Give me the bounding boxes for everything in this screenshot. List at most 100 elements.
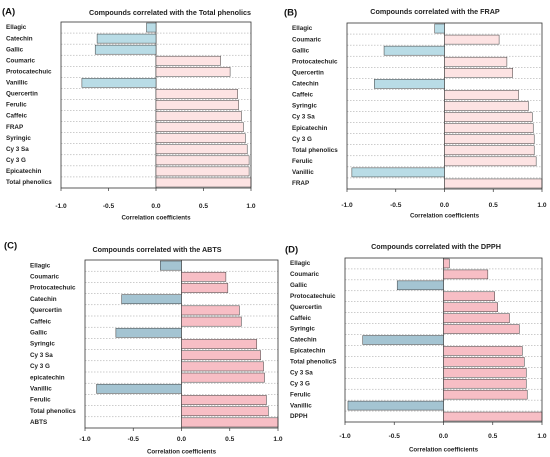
category-label: Ellagic	[290, 260, 311, 267]
bar-total-phenolics	[181, 406, 269, 417]
category-label: Syringic	[292, 103, 317, 110]
category-label: Gallic	[6, 46, 24, 53]
category-label: Ferulic	[292, 158, 313, 165]
bar-caffeic	[444, 90, 519, 100]
bar-catechin	[96, 33, 157, 44]
bar-ferulic	[155, 100, 239, 110]
panel-label: (B)	[284, 8, 297, 19]
category-label: epicatechin	[30, 374, 65, 381]
category-label: Protocatechuic	[290, 293, 336, 300]
bar-caffeic	[155, 111, 242, 121]
category-label: Vanillic	[292, 169, 314, 176]
category-label: Ferulic	[6, 102, 27, 109]
panel-title: Compounds correlated with the DPPH	[371, 242, 501, 251]
bar-protocatechuic	[444, 56, 508, 67]
bar-quercertin	[155, 89, 238, 99]
category-label: Vanillic	[30, 385, 52, 392]
bar-epicatechin	[443, 346, 523, 356]
x-tick-label: 1.0	[537, 202, 546, 209]
x-tick-label: 0.5	[488, 433, 497, 440]
bar-catechin	[362, 335, 444, 345]
category-label: Coumaric	[30, 273, 60, 280]
bar-total-phenolics	[443, 357, 525, 367]
x-axis-title: Correlation coefficients	[410, 213, 480, 220]
x-tick-label: -1.0	[55, 203, 67, 210]
bar-coumaric	[155, 55, 221, 66]
bar-ellagic	[160, 260, 182, 271]
category-label: Gallic	[30, 329, 48, 336]
category-label: Catechin	[30, 296, 57, 303]
bar-dpph	[443, 411, 543, 422]
category-label: Total phenolicS	[290, 359, 336, 366]
bar-quercertin	[444, 68, 513, 78]
category-label: Quercertin	[290, 304, 322, 311]
category-label: FRAP	[292, 180, 309, 187]
bar-cy-3-g	[443, 379, 527, 389]
bar-ellagic	[434, 23, 445, 34]
category-label: Caffeic	[6, 113, 27, 120]
x-axis-title: Correlation coefficients	[121, 215, 191, 222]
category-label: Caffeic	[290, 315, 311, 322]
bar-ellagic	[443, 258, 450, 269]
panel-label: (D)	[285, 245, 298, 256]
bar-vanillic	[347, 400, 444, 411]
bar-protocatechuic	[155, 67, 231, 77]
category-label: Cy 3 G	[290, 380, 310, 387]
x-tick-label: 0.0	[439, 433, 448, 440]
x-tick-label: -0.5	[390, 202, 402, 209]
panel-label: (A)	[2, 7, 15, 18]
bar-ferulic	[443, 389, 528, 400]
category-label: Caffeic	[30, 318, 51, 325]
bar-coumaric	[181, 271, 227, 282]
panel-c: (C) Compounds correlated with the ABTS Ell…	[4, 241, 283, 456]
bar-ferulic	[444, 156, 537, 167]
category-label: Epicatechin	[6, 168, 41, 175]
category-label: Quercertin	[30, 307, 62, 314]
category-label: Coumaric	[292, 36, 322, 43]
bar-abts	[181, 417, 279, 428]
category-label: Protocatechuic	[292, 58, 338, 65]
bar-syringic	[443, 324, 520, 334]
x-tick-label: 1.0	[273, 436, 282, 443]
category-label: Ferulic	[30, 397, 51, 404]
category-label: ABTS	[30, 419, 47, 426]
bar-gallic	[396, 280, 444, 291]
bar-frap	[155, 122, 244, 132]
category-label: Caffeic	[292, 92, 313, 99]
bar-quercertin	[443, 302, 498, 312]
bar-cy-3-sa	[444, 112, 533, 122]
category-label: FRAP	[6, 124, 23, 131]
bar-frap	[444, 178, 543, 189]
bar-ellagic	[146, 22, 157, 33]
category-label: Catechin	[6, 35, 33, 42]
panel-d: (D) Compounds correlated with the DPPH Ell…	[285, 242, 547, 454]
x-tick-label: -1.0	[339, 433, 351, 440]
category-label: Quercertin	[292, 69, 324, 76]
bar-gallic	[94, 44, 157, 55]
category-label: Catechin	[290, 337, 317, 344]
category-label: Protocatechuic	[30, 285, 76, 292]
category-label: Total phenolics	[292, 147, 338, 154]
x-tick-label: -0.5	[128, 436, 140, 443]
x-tick-label: 0.5	[225, 436, 234, 443]
category-label: Vanillic	[290, 402, 312, 409]
bar-total-phenolics	[444, 145, 535, 156]
bar-vanillic	[96, 383, 182, 394]
bar-syringic	[444, 101, 529, 111]
bar-gallic	[115, 327, 182, 338]
category-label: Ferulic	[290, 391, 311, 398]
bar-cy-3-sa	[155, 144, 248, 155]
category-label: Coumaric	[6, 57, 36, 64]
x-tick-label: 0.5	[489, 202, 498, 209]
bar-total-phenolics	[155, 177, 252, 188]
category-label: Gallic	[292, 47, 310, 54]
category-label: Catechin	[292, 81, 319, 88]
panel-title: Compounds correlated with the ABTS	[92, 245, 221, 254]
category-label: Coumaric	[290, 271, 320, 278]
panel-a: (A) Compounds correlated with the Total p…	[2, 7, 256, 222]
category-label: Ellagic	[292, 25, 313, 32]
x-tick-label: -1.0	[79, 436, 91, 443]
x-tick-label: -0.5	[389, 433, 401, 440]
bar-epicatechin	[181, 372, 265, 383]
